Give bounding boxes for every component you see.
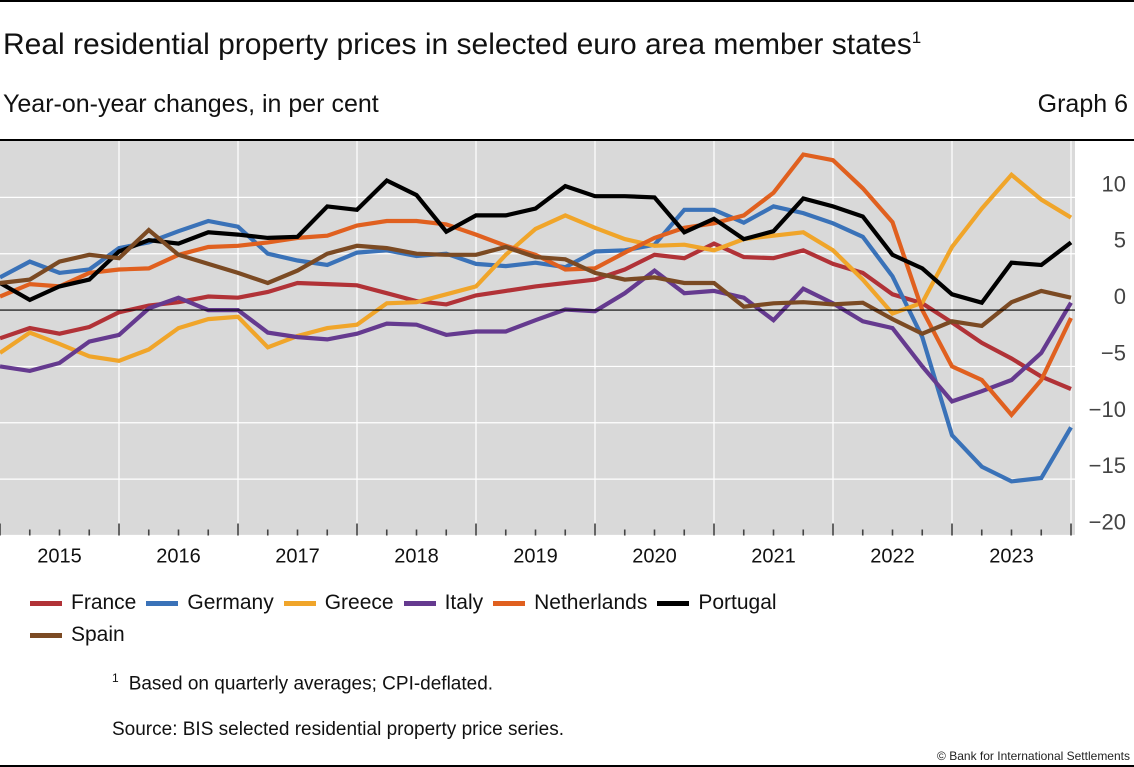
top-border [0,0,1134,2]
legend-swatch [283,600,316,606]
chart-title: Real residential property prices in sele… [3,28,921,62]
legend-label: Netherlands [534,591,648,614]
footnote-mark: 1 [112,671,119,685]
title-text: Real residential property prices in sele… [3,28,912,61]
series-lines [0,152,1075,484]
series-line-germany [0,204,1073,484]
y-tick-label: −20 [1089,510,1126,535]
legend-item-italy: Italy [403,590,484,616]
source-note: Source: BIS selected residential propert… [112,719,564,740]
legend-label: France [71,591,137,614]
legend-label: Portugal [698,591,777,614]
chart-subtitle: Year-on-year changes, in per cent [3,90,379,118]
legend-label: Italy [444,591,484,614]
legend: France Germany Greece Italy Netherlands Portu… [30,590,930,648]
x-tick-label: 2017 [275,546,320,568]
legend-swatch [30,632,62,638]
graph-number: Graph 6 [1037,90,1128,118]
x-tick-label: 2019 [513,546,558,568]
x-tick-label: 2023 [989,546,1034,568]
footnote: 1 Based on quarterly averages; CPI-deflat… [112,671,493,695]
legend-item-greece: Greece [283,590,394,616]
y-tick-label: 5 [1114,228,1126,253]
legend-label: Spain [71,623,125,646]
line-chart: −20 −15 −10 −5 0 5 10 2015 2016 2017 2018 2019 2020… [0,141,1126,568]
x-tick-label: 2022 [870,546,915,568]
x-tick-label: 2020 [632,546,677,568]
y-tick-label: −10 [1089,397,1126,422]
legend-label: Germany [187,591,274,614]
x-axis: 2015 2016 2017 2018 2019 2020 2021 2022 2023 [0,523,1072,568]
gridlines [0,141,1075,537]
legend-swatch [657,600,690,606]
legend-label: Greece [324,591,394,614]
y-tick-label: −15 [1089,453,1126,478]
x-tick-label: 2016 [156,546,201,568]
legend-item-spain: Spain [30,622,920,648]
legend-item-france: France [30,590,136,616]
legend-swatch [146,600,179,606]
series-line-portugal [0,177,1073,306]
x-tick-label: 2015 [37,546,82,568]
title-footnote-mark: 1 [911,28,922,47]
y-axis: −20 −15 −10 −5 0 5 10 [1089,171,1126,534]
series-line-greece [0,171,1073,363]
x-tick-label: 2021 [751,546,796,568]
legend-item-netherlands: Netherlands [493,590,647,616]
y-tick-label: 10 [1102,171,1126,196]
y-tick-label: 0 [1114,284,1126,309]
series-line-spain [0,227,1072,337]
copyright: © Bank for International Settlements [937,749,1130,763]
series-line-france [0,241,1072,391]
y-tick-label: −5 [1101,340,1126,365]
bottom-border [0,765,1134,767]
header-divider [0,139,1134,141]
series-line-italy [0,267,1073,404]
legend-swatch [493,600,526,606]
legend-swatch [30,600,62,606]
footnote-text: Based on quarterly averages; CPI-deflate… [128,673,494,695]
legend-swatch [403,600,436,606]
x-tick-label: 2018 [394,546,439,568]
legend-item-germany: Germany [146,590,274,616]
legend-item-portugal: Portugal [657,590,777,616]
